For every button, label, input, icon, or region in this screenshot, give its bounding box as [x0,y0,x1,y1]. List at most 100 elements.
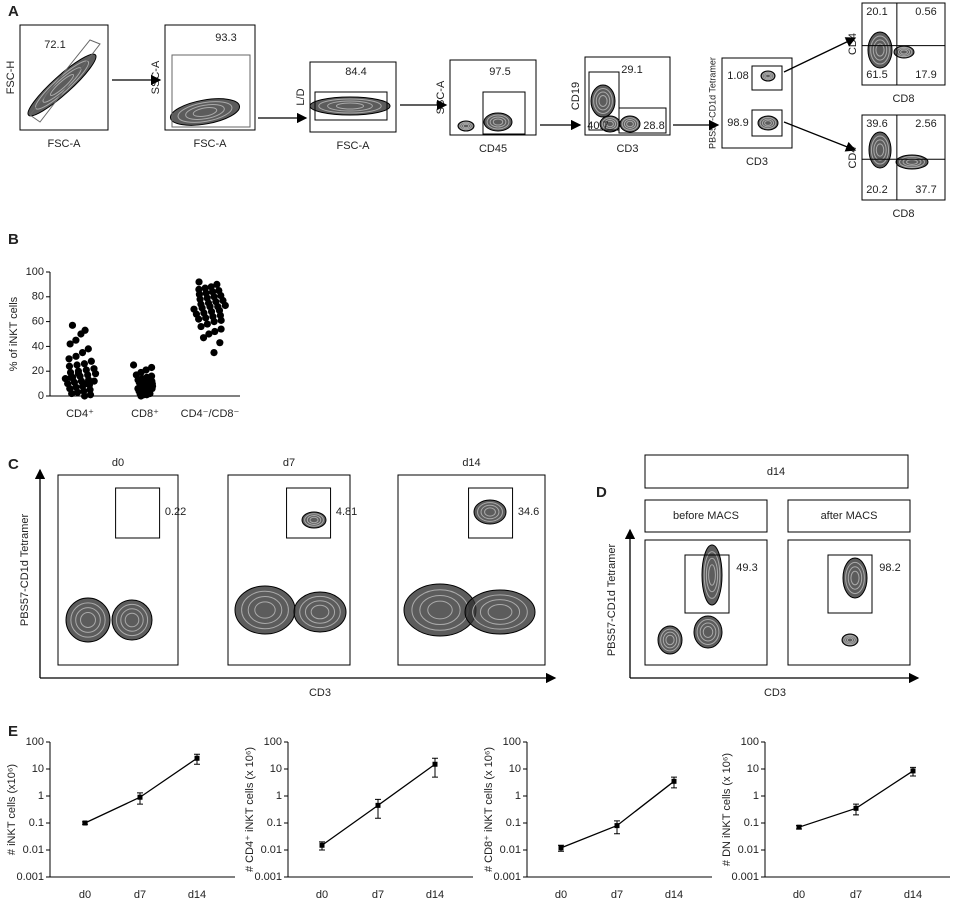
plot-frame [19,24,109,131]
contour [598,95,608,107]
x-tick-label: d0 [79,889,91,901]
dot [210,318,218,326]
gate-value: 39.6 [866,118,887,130]
contour [870,135,890,165]
contour [306,515,322,525]
contour [241,590,289,630]
contour [304,600,336,624]
point [137,794,143,800]
dot [195,278,203,286]
gate-value: 17.9 [915,69,936,81]
gate-value: 0.56 [915,6,936,18]
gate [751,109,783,137]
x-tick-label: d7 [372,889,384,901]
contour [124,612,140,628]
point [375,802,381,808]
x-axis-label: FSC-A [48,138,82,150]
header: d14 [767,466,785,478]
contour [872,39,888,61]
dot [90,377,98,385]
plot-frame [861,114,946,201]
dot [203,320,211,328]
gate-value: 93.3 [215,32,236,44]
contour [335,102,365,110]
arrow [783,121,857,152]
dot [199,334,208,342]
contour [472,594,528,630]
dot [129,361,138,369]
contour [480,504,500,520]
y-tick-label: 0.01 [500,844,521,856]
arrow [783,37,857,73]
y-tick-label: 100 [26,736,44,748]
x-tick-label: d0 [793,889,805,901]
y-tick-label: 100 [264,736,282,748]
contour [177,101,233,123]
dot [147,363,156,372]
plot-frame [309,61,397,133]
contour [845,636,855,644]
contour [759,117,777,129]
contour [845,561,865,595]
contour [185,104,225,120]
plot-frame [644,539,768,666]
contour [621,117,639,131]
plot-title: d7 [283,457,295,469]
y-axis-label: # iNKT cells (x10⁶) [6,764,18,855]
contour [477,502,503,522]
contour [459,121,473,131]
dot [87,357,95,365]
plot-frame [397,474,546,666]
y-tick-label: 0.001 [254,871,282,883]
dot [80,392,89,400]
dot [68,321,77,329]
gate-value: 98.9 [727,117,748,129]
contour [462,123,470,129]
plot-frame [164,24,256,131]
y-tick-label: 10 [270,763,282,775]
contour [662,631,678,649]
gate [588,71,620,131]
y-axis-label: # DN iNKT cells (x 10⁶) [721,753,733,866]
gate [751,65,783,91]
point [910,768,916,774]
contour [895,154,929,170]
y-axis-label: PBS57-CD1d Tetramer [606,544,618,657]
contour [479,599,521,625]
point [194,755,200,761]
gate-value: 2.56 [915,118,936,130]
y-tick-label: 0.1 [267,817,282,829]
dot [217,316,225,324]
contour [897,48,911,56]
contour [461,122,471,130]
dot [65,362,74,370]
panel-label: A [8,3,19,20]
y-tick-label: 60 [32,316,44,328]
gate-value: 84.4 [345,66,366,78]
x-tick-label: d0 [555,889,567,901]
error-bar [432,757,438,778]
title-box [787,499,911,533]
dot [72,352,80,360]
contour [660,628,680,652]
contour [606,120,614,128]
contour [49,74,75,96]
y-tick-label: 10 [509,763,521,775]
dot [211,327,219,336]
point [614,823,620,829]
y-tick-label: 100 [503,736,521,748]
x-axis-label: CD8 [892,208,914,220]
point [796,824,802,830]
point [319,842,325,848]
contour [486,114,510,130]
point [82,820,88,826]
x-tick-label: CD4⁺ [66,408,94,420]
gate [115,487,161,539]
y-tick-label: 0.001 [493,871,521,883]
gate-value: 34.6 [518,506,539,518]
contour [900,49,908,55]
contour [868,131,892,169]
contour [702,626,714,638]
gate-value: 49.3 [736,562,757,574]
